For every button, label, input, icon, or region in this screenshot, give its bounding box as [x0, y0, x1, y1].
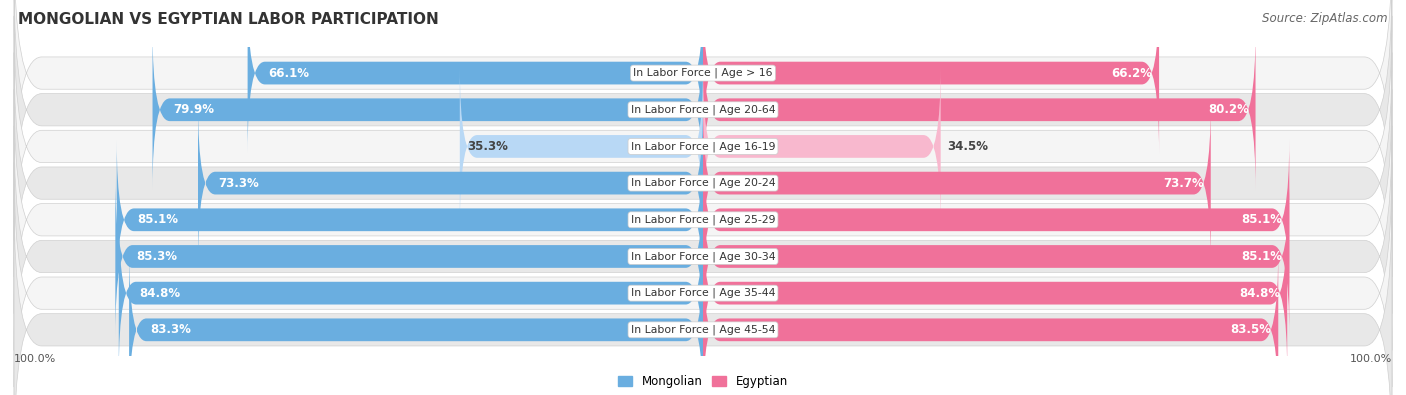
Text: In Labor Force | Age 45-54: In Labor Force | Age 45-54 — [631, 325, 775, 335]
Text: 73.3%: 73.3% — [219, 177, 260, 190]
Text: 80.2%: 80.2% — [1208, 103, 1249, 116]
Text: 66.2%: 66.2% — [1111, 67, 1152, 79]
FancyBboxPatch shape — [117, 139, 703, 300]
Text: In Labor Force | Age 35-44: In Labor Force | Age 35-44 — [631, 288, 775, 298]
FancyBboxPatch shape — [703, 103, 1211, 263]
FancyBboxPatch shape — [129, 250, 703, 395]
FancyBboxPatch shape — [14, 0, 1392, 240]
FancyBboxPatch shape — [703, 0, 1159, 153]
FancyBboxPatch shape — [14, 126, 1392, 387]
FancyBboxPatch shape — [460, 66, 703, 227]
Text: In Labor Force | Age 16-19: In Labor Force | Age 16-19 — [631, 141, 775, 152]
FancyBboxPatch shape — [703, 139, 1289, 300]
Text: 83.3%: 83.3% — [150, 324, 191, 336]
Text: 85.1%: 85.1% — [1241, 213, 1282, 226]
FancyBboxPatch shape — [703, 176, 1289, 337]
Text: In Labor Force | Age 20-24: In Labor Force | Age 20-24 — [631, 178, 775, 188]
Text: In Labor Force | Age > 16: In Labor Force | Age > 16 — [633, 68, 773, 78]
FancyBboxPatch shape — [14, 163, 1392, 395]
Text: Source: ZipAtlas.com: Source: ZipAtlas.com — [1263, 12, 1388, 25]
Text: 66.1%: 66.1% — [269, 67, 309, 79]
FancyBboxPatch shape — [198, 103, 703, 263]
Text: 35.3%: 35.3% — [467, 140, 508, 153]
FancyBboxPatch shape — [152, 29, 703, 190]
Text: 84.8%: 84.8% — [1239, 287, 1281, 300]
Text: MONGOLIAN VS EGYPTIAN LABOR PARTICIPATION: MONGOLIAN VS EGYPTIAN LABOR PARTICIPATIO… — [18, 12, 439, 27]
Text: 73.7%: 73.7% — [1163, 177, 1204, 190]
FancyBboxPatch shape — [14, 0, 1392, 204]
FancyBboxPatch shape — [703, 29, 1256, 190]
Text: 100.0%: 100.0% — [14, 354, 56, 364]
FancyBboxPatch shape — [14, 199, 1392, 395]
Legend: Mongolian, Egyptian: Mongolian, Egyptian — [613, 370, 793, 393]
Text: In Labor Force | Age 30-34: In Labor Force | Age 30-34 — [631, 251, 775, 262]
Text: In Labor Force | Age 25-29: In Labor Force | Age 25-29 — [631, 214, 775, 225]
FancyBboxPatch shape — [247, 0, 703, 153]
Text: 85.1%: 85.1% — [138, 213, 179, 226]
FancyBboxPatch shape — [14, 53, 1392, 314]
FancyBboxPatch shape — [703, 66, 941, 227]
FancyBboxPatch shape — [703, 250, 1278, 395]
FancyBboxPatch shape — [118, 213, 703, 374]
FancyBboxPatch shape — [115, 176, 703, 337]
FancyBboxPatch shape — [14, 89, 1392, 350]
Text: In Labor Force | Age 20-64: In Labor Force | Age 20-64 — [631, 105, 775, 115]
Text: 84.8%: 84.8% — [139, 287, 180, 300]
Text: 85.3%: 85.3% — [136, 250, 177, 263]
Text: 100.0%: 100.0% — [1350, 354, 1392, 364]
Text: 79.9%: 79.9% — [173, 103, 214, 116]
Text: 34.5%: 34.5% — [948, 140, 988, 153]
FancyBboxPatch shape — [703, 213, 1288, 374]
Text: 85.1%: 85.1% — [1241, 250, 1282, 263]
Text: 83.5%: 83.5% — [1230, 324, 1271, 336]
FancyBboxPatch shape — [14, 16, 1392, 277]
